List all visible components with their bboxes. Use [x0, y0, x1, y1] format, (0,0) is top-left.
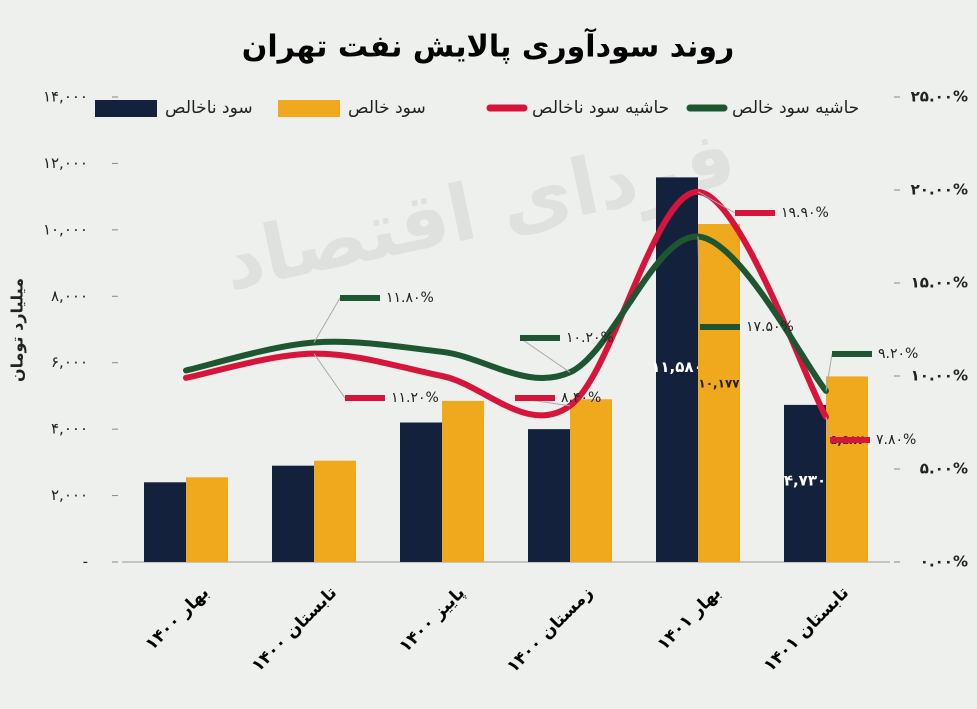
line [183, 188, 829, 420]
leader-line [825, 353, 833, 391]
bar [528, 429, 570, 562]
line [183, 233, 829, 394]
legend-label: سود ناخالص [165, 98, 253, 118]
data-label: ۱۱.۸۰% [386, 290, 434, 306]
data-label: ۹.۲۰% [878, 346, 918, 362]
bar [272, 465, 314, 562]
legend-swatch [278, 100, 340, 117]
y2-tick-label: ۱۰.۰۰% [911, 367, 968, 385]
y-tick-label: ۱۰,۰۰۰ [43, 220, 88, 238]
y2-tick-label: ۱۵.۰۰% [911, 274, 968, 292]
y2-tick-label: ۵.۰۰% [920, 460, 968, 478]
leader-line [313, 297, 341, 343]
bar [400, 422, 442, 562]
bar [186, 477, 228, 562]
y-tick-label: ۱۴,۰۰۰ [43, 88, 88, 106]
y-tick-label: ۶,۰۰۰ [51, 353, 88, 371]
legend-swatch [95, 100, 157, 117]
y2-tick-label: ۰.۰۰% [920, 553, 968, 571]
data-label: ۱۱,۵۸۰ [651, 358, 702, 376]
legend-label: حاشیه سود ناخالص [532, 98, 669, 118]
bar [784, 404, 826, 562]
y-axis-label: میلیارد تومان [8, 278, 27, 382]
legend-label: حاشیه سود خالص [732, 98, 859, 118]
data-label: ۸.۴۰% [561, 390, 601, 406]
leader-line [825, 416, 831, 441]
y2-tick-label: ۲۵.۰۰% [911, 88, 968, 106]
data-label: ۱۰,۱۷۷ [698, 376, 740, 390]
bar [570, 399, 612, 562]
chart-title: روند سودآوری پالایش نفت تهران [242, 28, 734, 65]
leader-line [519, 337, 571, 373]
y-tick-label: ۴,۰۰۰ [51, 420, 88, 438]
y-tick-label: ۸,۰۰۰ [51, 287, 88, 305]
data-label: ۱۱.۲۰% [391, 390, 439, 406]
leader-line [697, 191, 736, 214]
y2-tick-label: ۲۰.۰۰% [911, 181, 968, 199]
data-label: ۱۹.۹۰% [781, 205, 829, 221]
legend-label: سود خالص [348, 98, 426, 118]
leader-line [313, 353, 346, 399]
y-tick-label: ۲,۰۰۰ [51, 486, 88, 504]
bar [442, 400, 484, 562]
bar [144, 482, 186, 562]
y-tick-label: - [83, 553, 88, 571]
data-label: ۴,۷۳۰ [784, 471, 826, 489]
y-tick-label: ۱۲,۰۰۰ [43, 154, 88, 172]
data-label: ۱۰.۲۰% [566, 330, 614, 346]
bar [314, 460, 356, 562]
bar [698, 223, 740, 562]
data-label: ۷.۸۰% [876, 432, 916, 448]
leader-line [697, 236, 701, 328]
bar [826, 376, 868, 562]
data-label: ۱۷.۵۰% [746, 319, 794, 335]
